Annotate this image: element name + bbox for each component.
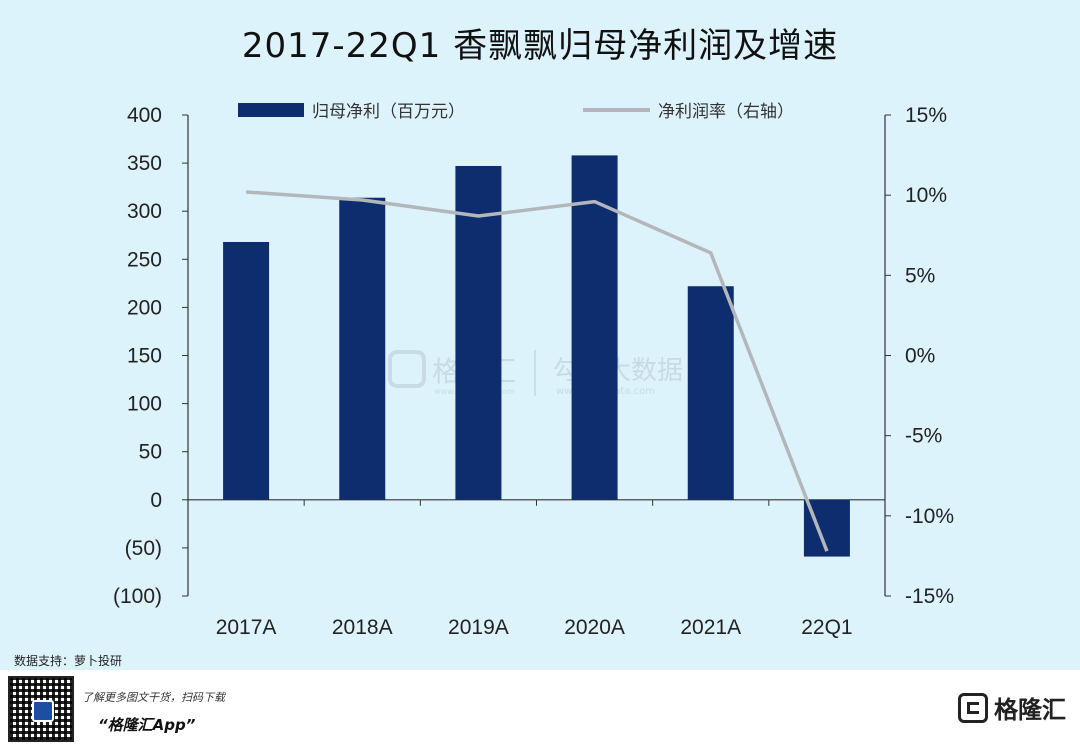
brand-logo-icon [958,692,988,723]
bar [455,165,502,500]
chart: 格隆汇www.gelonghui.com勾股大数据www.gogudata.co… [113,102,954,639]
x-tick-label: 2019A [448,616,509,639]
y-left-tick-label: 250 [127,248,162,271]
y-left-ticks: 400 350 300 250 200 150 100 50 0 (50) (100) [113,104,162,608]
axes [182,114,891,597]
y-left-tick-label: 200 [127,296,162,319]
promo-line-2: “格隆汇App” [98,716,196,734]
x-tick-label: 2018A [332,616,393,639]
bar [571,155,618,500]
promo-line-1: 了解更多图文干货，扫码下载 [82,691,225,704]
y-left-tick-label: 350 [127,152,162,175]
y-left-tick-label: 0 [150,489,162,512]
x-tick-label: 22Q1 [801,616,852,639]
y-left-tick-label: 150 [127,345,162,368]
y-right-tick-label: -15% [905,585,954,608]
brand-name: 格隆汇 [994,696,1066,724]
y-right-ticks: 15% 10% 5% 0% -5% -10% -15% [905,104,954,608]
legend-label-bar: 归母净利（百万元） [312,102,465,122]
y-left-tick-label: (50) [125,537,162,560]
legend-swatch-bar [238,103,304,117]
source-note: 数据支持：萝卜投研 [14,654,123,668]
brand: 格隆汇 [958,690,1066,725]
bar [223,241,270,500]
y-right-tick-label: 5% [905,264,935,287]
legend-label-line: 净利润率（右轴） [658,102,794,122]
watermark: 格隆汇www.gelonghui.com勾股大数据www.gogudata.co… [388,350,683,397]
watermark-logo-icon [388,350,426,388]
bar-series [223,155,850,557]
y-left-tick-label: 400 [127,104,162,127]
legend: 归母净利（百万元） 净利润率（右轴） [238,102,794,122]
chart-title: 2017-22Q1 香飘飘归母净利润及增速 [241,26,839,66]
y-left-tick-label: 50 [139,441,162,464]
x-tick-label: 2017A [216,616,277,639]
y-right-tick-label: 15% [905,104,947,127]
x-axis-ticks: 2017A 2018A 2019A 2020A 2021A 22Q1 [216,616,853,639]
y-right-tick-label: 0% [905,345,935,368]
y-left-tick-label: (100) [113,585,162,608]
x-tick-label: 2020A [564,616,625,639]
y-left-tick-label: 300 [127,200,162,223]
line-path [245,190,829,552]
qr-logo-icon [32,700,54,722]
line-series [245,190,829,552]
bar [339,197,386,500]
bar [687,286,734,500]
footer-band [0,670,1080,747]
y-right-tick-label: -5% [905,425,942,448]
y-right-tick-label: -10% [905,505,954,528]
y-left-tick-label: 100 [127,393,162,416]
x-tick-label: 2021A [680,616,741,639]
y-right-tick-label: 10% [905,184,947,207]
qr-code-icon [8,676,74,742]
